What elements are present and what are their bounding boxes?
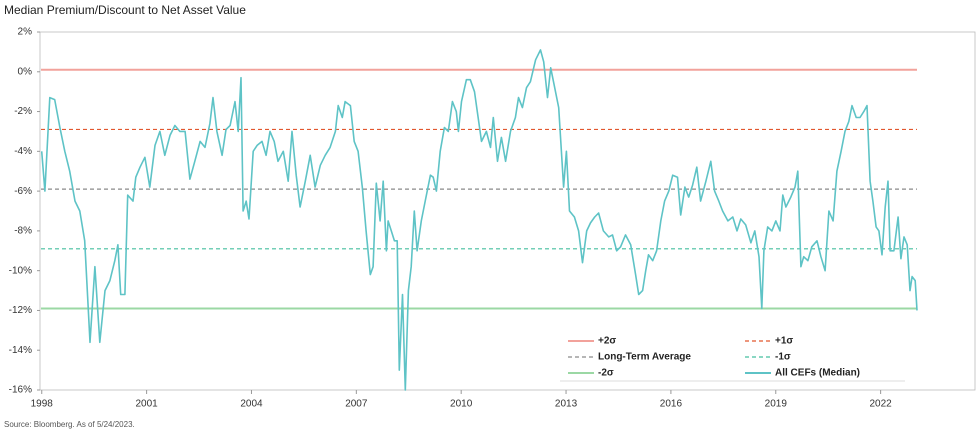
y-tick-label: -10%: [9, 265, 32, 276]
x-tick-label: 2016: [660, 399, 683, 410]
legend-label: -1σ: [775, 352, 791, 363]
y-tick-label: -8%: [14, 226, 32, 237]
x-tick-label: 2019: [765, 399, 788, 410]
x-tick-label: 2004: [240, 399, 263, 410]
legend-label: Long-Term Average: [598, 352, 691, 363]
x-tick-label: 2001: [135, 399, 158, 410]
y-tick-label: -14%: [9, 345, 32, 356]
y-tick-label: -2%: [14, 106, 32, 117]
x-tick-label: 2010: [450, 399, 473, 410]
y-tick-label: -6%: [14, 186, 32, 197]
source-note: Source: Bloomberg. As of 5/24/2023.: [4, 420, 135, 429]
legend-label: -2σ: [598, 368, 614, 379]
y-tick-label: -16%: [9, 385, 32, 396]
y-tick-label: 2%: [18, 27, 33, 38]
x-tick-label: 2007: [345, 399, 368, 410]
x-tick-label: 1998: [31, 399, 54, 410]
y-tick-label: -12%: [9, 305, 32, 316]
legend-label: All CEFs (Median): [775, 368, 860, 379]
y-tick-label: 0%: [18, 66, 33, 77]
chart-title: Median Premium/Discount to Net Asset Val…: [4, 3, 246, 17]
y-tick-label: -4%: [14, 146, 32, 157]
x-tick-label: 2022: [870, 399, 893, 410]
legend-label: +2σ: [598, 336, 616, 347]
data-line: [40, 49, 918, 391]
plot-frame: [39, 31, 976, 391]
legend-label: +1σ: [775, 336, 793, 347]
x-tick-label: 2013: [555, 399, 578, 410]
